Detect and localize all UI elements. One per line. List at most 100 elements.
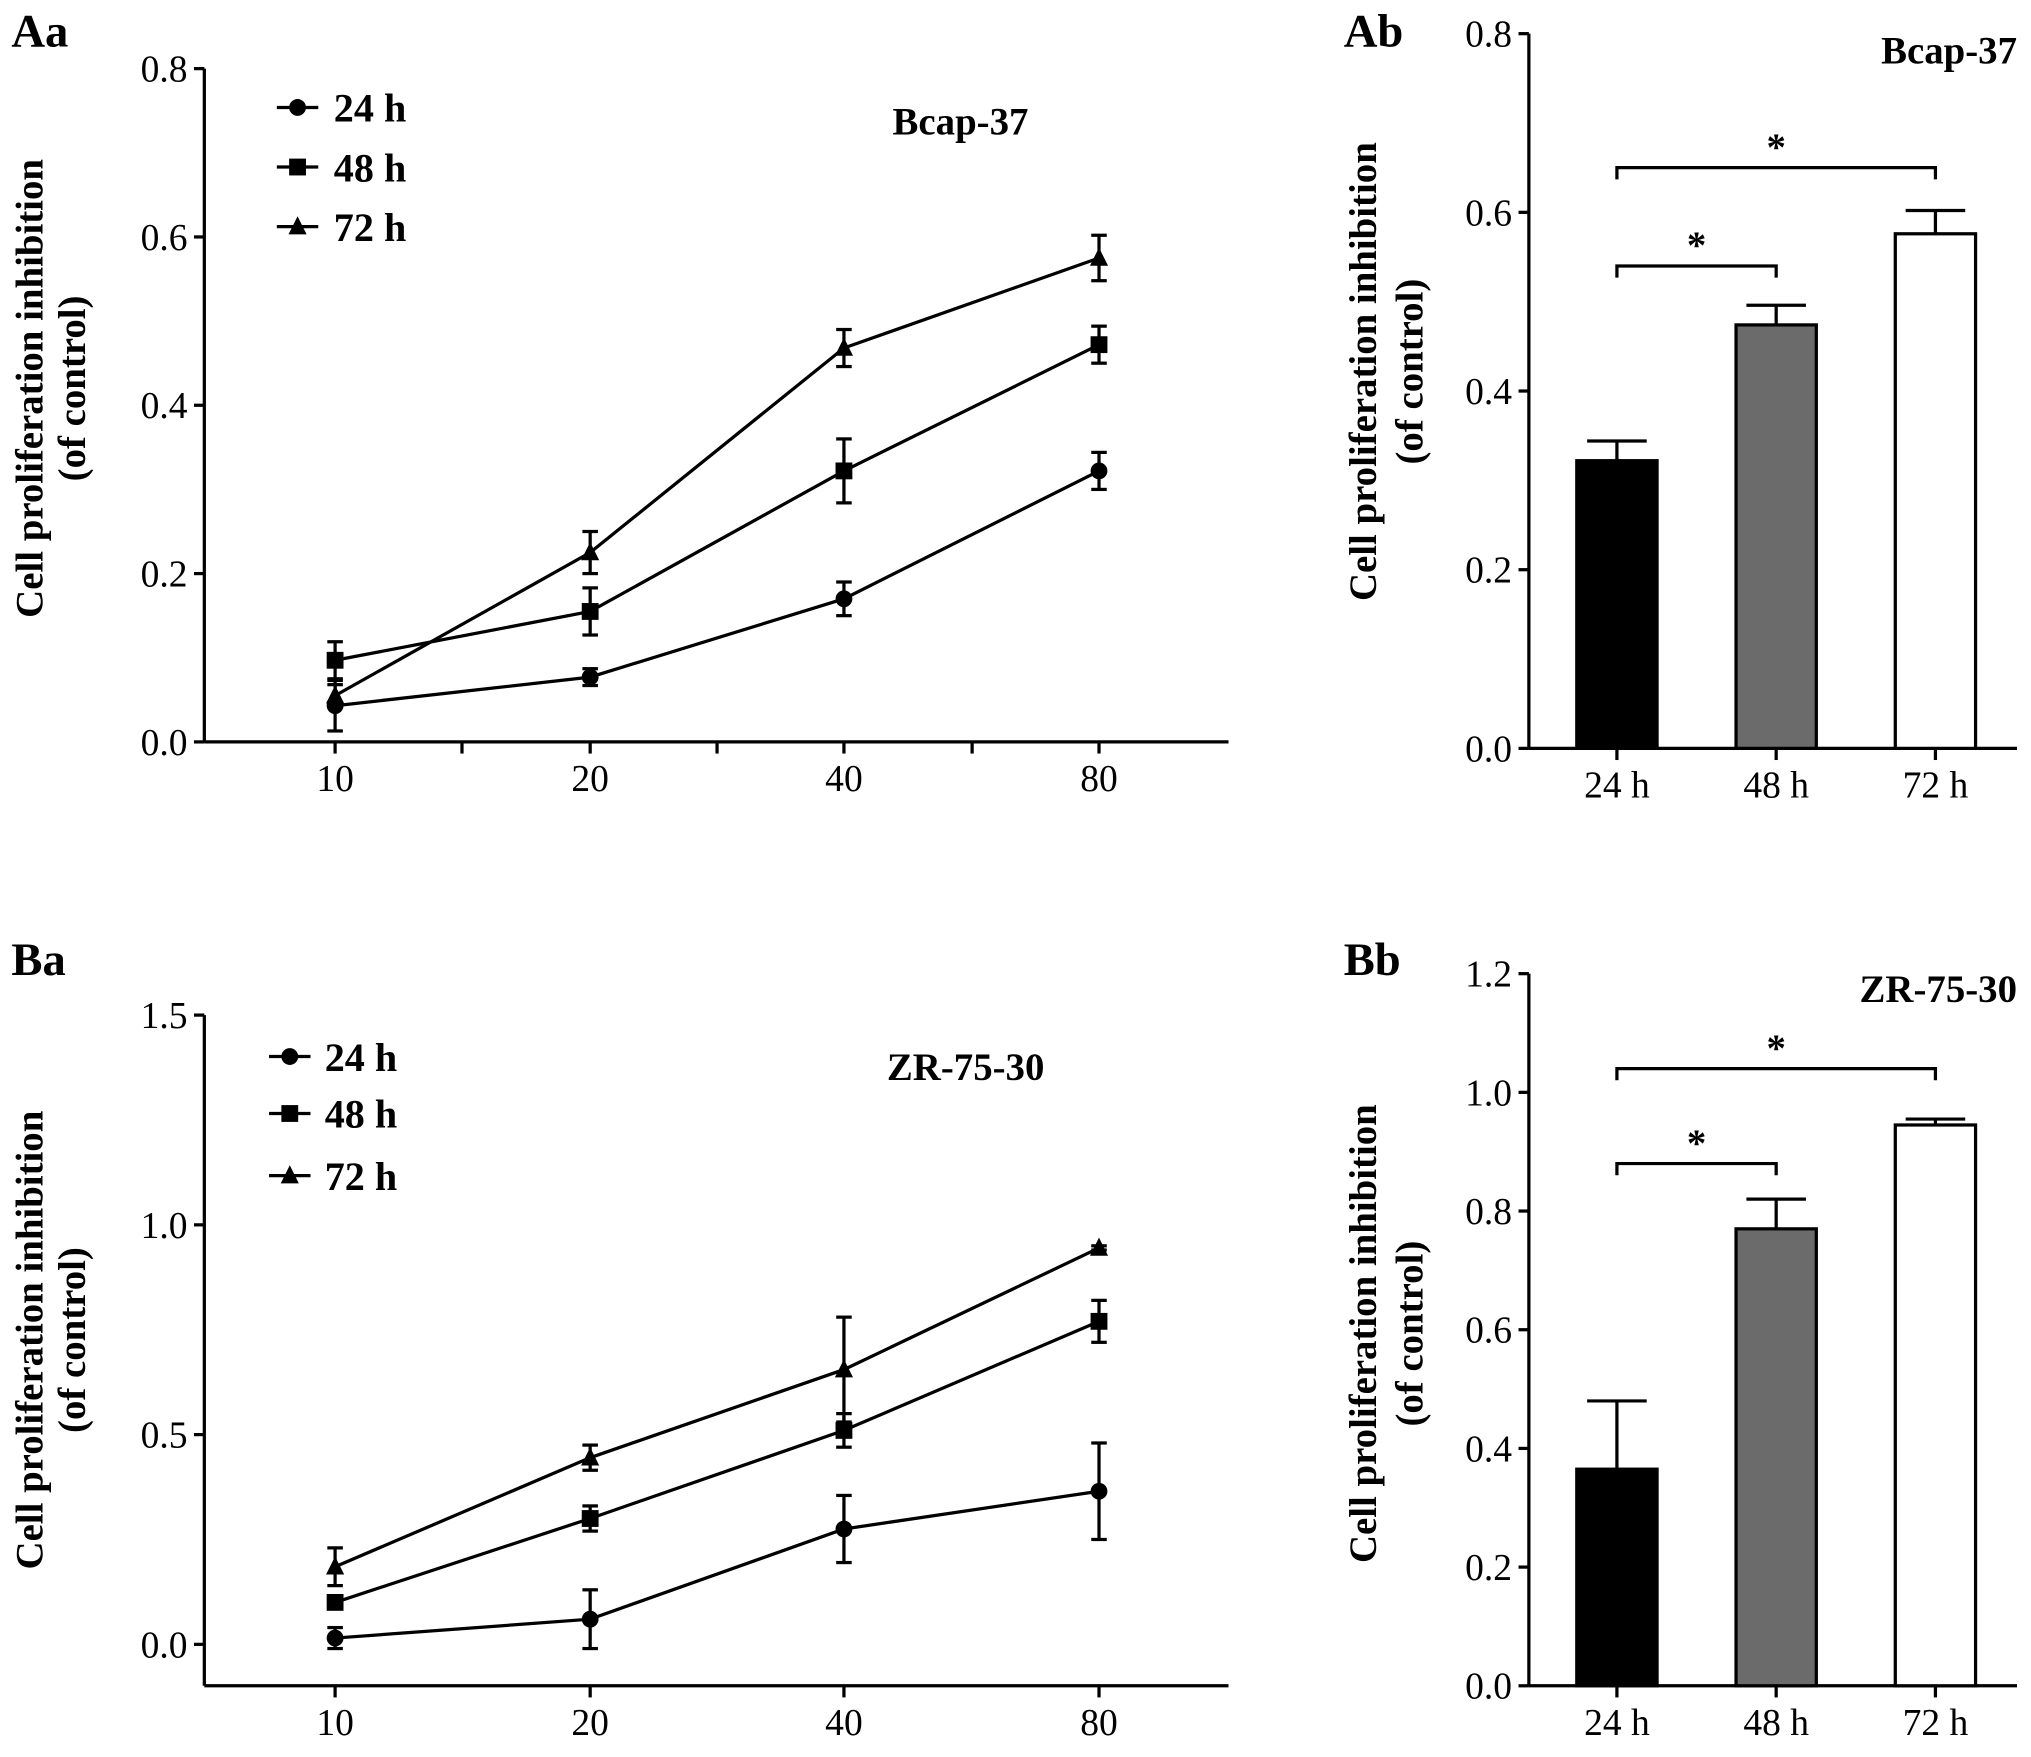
triangle-marker — [326, 685, 345, 704]
y-tick-label: 0.8 — [1465, 1192, 1512, 1233]
significance-bracket — [1615, 1161, 1778, 1176]
y-axis-label-line1: Cell proliferation inhibition — [1342, 142, 1385, 601]
series-line — [334, 1319, 1100, 1604]
triangle-marker — [280, 1165, 299, 1184]
y-tick-label: 1.0 — [141, 1206, 188, 1247]
square-marker — [835, 462, 853, 480]
x-tick-label: 40 — [825, 759, 863, 800]
panel-ab: Ab Bcap-37 Cell proliferation inhibition (o… — [1342, 6, 2018, 807]
square-marker — [581, 1510, 599, 1527]
x-tick-label: 72 h — [1903, 766, 1969, 807]
y-tick-label: 0.4 — [1465, 372, 1512, 413]
chart-title: Bcap-37 — [893, 101, 1029, 144]
panel-label: Ba — [11, 934, 65, 986]
y-tick-label: 0.4 — [1465, 1429, 1512, 1470]
y-axis-label-line2: (of control) — [51, 296, 94, 482]
circle-marker — [835, 1520, 853, 1538]
bar-72h — [1893, 1123, 1978, 1688]
x-tick-label: 24 h — [1584, 1703, 1650, 1744]
triangle-marker — [326, 1556, 345, 1575]
legend-entry: 48 h — [276, 145, 406, 190]
x-tick-label: 80 — [1080, 1703, 1118, 1744]
y-tick-label: 0.6 — [1465, 193, 1512, 234]
circle-marker — [581, 1610, 599, 1628]
triangle-marker — [1089, 247, 1109, 266]
square-marker — [326, 651, 344, 669]
square-marker — [581, 603, 599, 620]
square-marker — [326, 1593, 344, 1611]
square-marker — [835, 1421, 853, 1439]
y-tick-label: 0.8 — [1465, 15, 1512, 56]
x-tick-label: 10 — [316, 1703, 354, 1744]
bar-72h — [1893, 232, 1978, 750]
y-axis-label-line2: (of control) — [1389, 1241, 1432, 1427]
significance-star: * — [1766, 1027, 1785, 1070]
bar-24h — [1575, 459, 1659, 750]
legend-entry: 72 h — [269, 1154, 397, 1199]
y-tick-label: 0.8 — [141, 50, 188, 91]
significance-bracket — [1615, 166, 1938, 180]
series-48h — [326, 1298, 1108, 1611]
bar-24h — [1575, 1467, 1659, 1688]
legend-label: 24 h — [325, 1035, 397, 1080]
series-line — [334, 256, 1100, 698]
x-tick-label: 20 — [571, 759, 609, 800]
triangle-marker — [581, 542, 600, 561]
panel-label: Aa — [11, 6, 68, 58]
y-tick-label: 1.5 — [141, 996, 188, 1037]
legend-label: 24 h — [334, 86, 406, 131]
legend-entry: 48 h — [269, 1092, 397, 1137]
y-tick-label: 0.0 — [1465, 729, 1512, 770]
x-tick-label: 24 h — [1584, 766, 1650, 807]
panel-bb: Bb ZR-75-30 Cell proliferation inhibition(… — [1342, 934, 2018, 1744]
circle-marker — [281, 1048, 299, 1065]
series-72h — [326, 233, 1109, 709]
y-tick-label: 0.4 — [141, 386, 188, 427]
legend-entry: 24 h — [269, 1035, 397, 1080]
significance-star: * — [1687, 1122, 1706, 1165]
y-axis-label: Cell proliferation inhibition — [8, 1111, 51, 1570]
series-24h — [326, 450, 1108, 733]
series-line — [334, 343, 1100, 662]
y-axis-label-line1: Cell proliferation inhibition — [8, 159, 51, 618]
y-tick-label: 1.2 — [1465, 955, 1512, 996]
y-axis-label: Cell proliferation inhibition — [1342, 1104, 1385, 1563]
significance-star: * — [1766, 126, 1785, 169]
y-tick-label: 0.0 — [1465, 1667, 1512, 1708]
circle-marker — [1090, 462, 1108, 480]
y-tick-label: 0.2 — [1465, 1548, 1512, 1589]
y-tick-label: 0.2 — [1465, 551, 1512, 592]
chart-title: ZR-75-30 — [1860, 968, 2017, 1011]
bar-48h — [1734, 1227, 1818, 1688]
panel-ba: Ba ZR-75-30 Cell proliferation inhibition(… — [8, 934, 1229, 1744]
x-tick-label: 20 — [571, 1703, 609, 1744]
chart-title: Bcap-37 — [1881, 29, 2017, 72]
y-axis-label-2: (of control) — [1389, 1241, 1432, 1427]
circle-marker — [835, 590, 853, 608]
circle-marker — [326, 1629, 344, 1647]
legend-label: 72 h — [325, 1154, 397, 1199]
panel-aa: Aa Bcap-37 Cell proliferation inhibition (o… — [8, 6, 1229, 800]
square-marker — [1090, 1312, 1108, 1330]
significance-star: * — [1687, 224, 1706, 267]
x-tick-label: 40 — [825, 1703, 863, 1744]
y-axis-label-line2: (of control) — [51, 1247, 94, 1433]
legend-label: 72 h — [334, 205, 406, 250]
triangle-marker — [834, 337, 854, 356]
circle-marker — [289, 99, 306, 116]
y-tick-label: 0.2 — [141, 555, 188, 596]
x-tick-label: 48 h — [1743, 1703, 1809, 1744]
y-tick-label: 0.6 — [141, 218, 188, 259]
circle-marker — [1090, 1482, 1108, 1500]
legend-entry: 24 h — [276, 86, 406, 131]
circle-marker — [581, 668, 599, 686]
significance-bracket — [1615, 1066, 1938, 1081]
series-line — [334, 469, 1100, 708]
triangle-marker — [581, 1447, 600, 1466]
y-axis-label-line1: Cell proliferation inhibition — [1342, 1104, 1385, 1563]
y-tick-label: 0.0 — [141, 1625, 188, 1666]
x-tick-label: 72 h — [1903, 1703, 1969, 1744]
y-tick-label: 0.6 — [1465, 1311, 1512, 1352]
y-axis-label-2: (of control) — [1389, 279, 1432, 465]
